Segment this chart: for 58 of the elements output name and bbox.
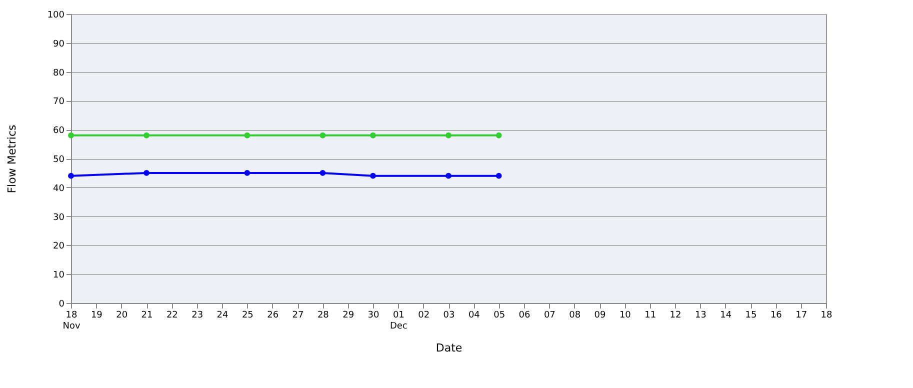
point (446, 132, 452, 138)
y-tick-label: 20 (53, 242, 65, 252)
y-tick-label: 30 (53, 212, 65, 223)
point (370, 172, 376, 179)
x-tick-label: 03 (443, 310, 455, 320)
point (320, 132, 326, 138)
x-tick-label: 26 (267, 310, 279, 320)
x-tick-label: 10 (619, 310, 632, 320)
point (370, 132, 376, 138)
x-tick-label: 06 (518, 310, 530, 320)
x-tick-label: 04 (468, 310, 480, 320)
x-tick-label: 02 (418, 310, 430, 320)
x-tick-label: 27 (292, 310, 304, 320)
point (244, 132, 250, 138)
x-tick-label: 08 (569, 310, 581, 320)
y-tick-label: 40 (53, 184, 65, 194)
x-tick-label: 25 (242, 310, 254, 320)
x-tick-label: 17 (796, 310, 808, 320)
x-tick-label: 20 (116, 310, 128, 320)
x-tick-label: 14 (720, 310, 732, 320)
x-tick-label: 22 (166, 310, 178, 320)
y-tick-label: 0 (58, 300, 65, 310)
point (496, 172, 502, 179)
x-tick-label: 15 (745, 310, 757, 320)
y-tick-label: 90 (53, 39, 65, 50)
x-axis-title: Date (436, 342, 462, 354)
y-tick-label: 80 (53, 68, 65, 78)
point (244, 170, 250, 176)
x-tick-label: 28 (317, 310, 330, 320)
x-tick-label: 07 (544, 310, 556, 320)
x-tick-label: 18 (820, 310, 832, 320)
y-axis-title: Flow Metrics (5, 124, 18, 194)
x-tick-label: 24 (216, 310, 228, 320)
x-tick-label: 12 (670, 310, 682, 320)
point (496, 132, 502, 138)
point (446, 172, 452, 179)
point (144, 170, 150, 176)
x-tick-label: 09 (594, 310, 606, 320)
y-tick-label: 70 (53, 97, 65, 108)
x-tick-label: 18 Nov (62, 310, 81, 332)
x-tick-label: 16 (770, 310, 782, 320)
point (68, 132, 74, 138)
y-tick-label: 60 (53, 126, 65, 136)
x-tick-label: 11 (644, 310, 656, 320)
point (68, 172, 74, 179)
x-tick-label: 29 (342, 310, 354, 320)
y-tick-label: 50 (53, 155, 65, 165)
y-tick-label: 10 (53, 270, 65, 281)
x-tick-label: 05 (494, 310, 506, 320)
x-tick-label: 19 (90, 310, 103, 320)
y-tick-label: 100 (47, 10, 65, 20)
x-tick-label: 30 (368, 310, 380, 320)
x-tick-label: 23 (192, 310, 204, 320)
x-tick-label: 21 (141, 310, 153, 320)
x-tick-label: 01 Dec (390, 310, 408, 332)
x-tick-label: 13 (694, 310, 706, 320)
point (144, 132, 150, 138)
point (320, 170, 326, 176)
